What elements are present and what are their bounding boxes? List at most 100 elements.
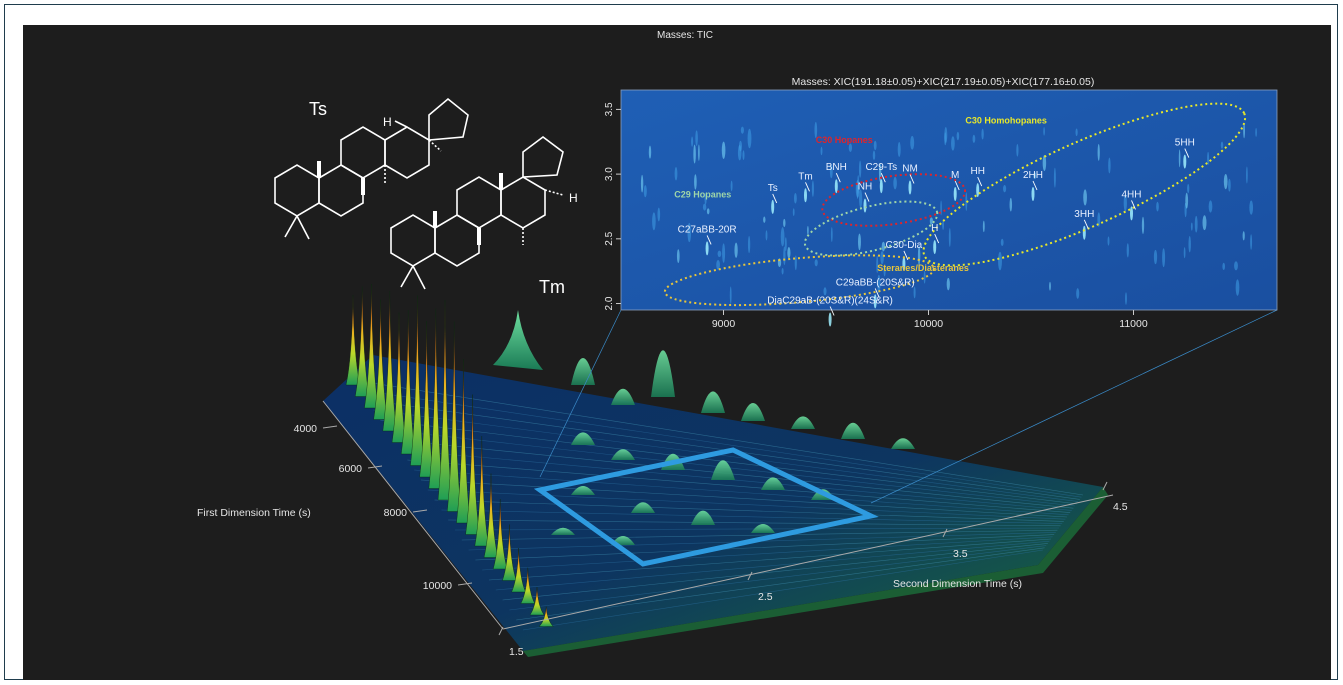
inset-peak-spot bbox=[1141, 216, 1145, 235]
inset-peak-spot bbox=[1053, 167, 1056, 188]
inset-peak-spot bbox=[1076, 288, 1080, 299]
inset-region-label: C29 Hopanes bbox=[674, 189, 731, 199]
inset-peak-arrow bbox=[805, 182, 810, 192]
inset-peak-spot bbox=[1246, 166, 1248, 184]
inset-peak-labels: Ts Tm BNH C29-Ts NM NH M HH 2HH 4HH 5HH 3HH H C30-Dia… bbox=[678, 138, 1195, 316]
x-axis-tick-label: 4.5 bbox=[1113, 501, 1128, 513]
inset-peak-spot bbox=[1042, 155, 1047, 171]
surface-ridge-line bbox=[495, 540, 1050, 591]
inset-peak-spot bbox=[765, 230, 768, 241]
inset-peak-spot bbox=[942, 220, 945, 231]
inset-peak-spot bbox=[717, 250, 722, 258]
x-axis-tick-label: 3.5 bbox=[953, 548, 968, 560]
inset-peak-spot bbox=[1207, 151, 1210, 166]
inset-peak-spot bbox=[784, 237, 787, 252]
inset-peak-label: BNH bbox=[826, 162, 847, 173]
surface-ridge-line bbox=[359, 389, 1082, 498]
tic-peak bbox=[437, 299, 453, 501]
inset-peak-spot bbox=[944, 127, 948, 143]
inset-peak-spot bbox=[695, 130, 698, 146]
inset-peak-arrow bbox=[903, 250, 909, 261]
inset-peak-spot bbox=[902, 256, 906, 271]
inset-peak-spot bbox=[1083, 189, 1087, 206]
inset-peak-spot bbox=[933, 240, 937, 255]
inset-peak-spot bbox=[1188, 236, 1191, 253]
inset-peak-arrow bbox=[829, 306, 835, 316]
inset-peak-spot bbox=[1075, 128, 1078, 137]
tic-peak bbox=[502, 524, 517, 581]
y-axis-tick-mark bbox=[412, 509, 428, 513]
surface-ridge-line bbox=[420, 479, 1068, 518]
inset-peak-spot bbox=[747, 236, 751, 254]
surface-peak bbox=[571, 486, 595, 495]
inset-peak-label: C27aBB-20R bbox=[678, 224, 737, 235]
inset-peak-spot bbox=[1249, 200, 1254, 215]
inset-peak-spot bbox=[1194, 215, 1198, 233]
inset-peak-spot bbox=[814, 259, 818, 267]
inset-peak-spot bbox=[693, 144, 696, 164]
inset-peak-spot bbox=[863, 198, 867, 213]
inset-peak-arrow bbox=[706, 235, 712, 245]
inset-peak-spot bbox=[951, 136, 955, 151]
inset-peak-spot bbox=[763, 216, 766, 223]
surface-ridge-line bbox=[482, 536, 1053, 571]
surface-ridge-line bbox=[407, 459, 1071, 513]
tic-peak bbox=[391, 312, 407, 443]
surface-peak bbox=[751, 524, 775, 533]
inset-peak-spot bbox=[1097, 144, 1100, 161]
inset-peak-arrow bbox=[864, 192, 870, 202]
highlight-region-box bbox=[533, 447, 879, 567]
tic-peak bbox=[474, 435, 490, 547]
inset-peak-spot bbox=[1220, 141, 1224, 149]
x-axis-tick-mark bbox=[747, 571, 753, 581]
inset-peak-arrow bbox=[772, 193, 778, 204]
surface-peak bbox=[711, 460, 735, 480]
surface-ridge-line bbox=[414, 469, 1069, 516]
inset-frame bbox=[620, 89, 1278, 311]
tic-peak bbox=[410, 295, 425, 466]
inset-peak-spot bbox=[1222, 262, 1225, 271]
inset-peak-label: HH bbox=[970, 166, 984, 177]
inset-peak-spot bbox=[1234, 261, 1238, 271]
surface-ridge-line bbox=[434, 499, 1064, 522]
surface-ridge-line bbox=[522, 549, 1044, 631]
inset-peak-spot bbox=[771, 199, 775, 214]
inset-peak-spot bbox=[1183, 154, 1187, 169]
inset-peak-spot bbox=[787, 247, 791, 259]
ts-h-label: H bbox=[383, 115, 392, 129]
surface-peak bbox=[891, 438, 915, 449]
inset-y-ticks: 2.0 2.5 3.0 3.5 bbox=[604, 102, 621, 310]
inset-peak-spot bbox=[877, 274, 881, 294]
surface-ridge-line bbox=[393, 439, 1074, 509]
surface-ridge-line bbox=[400, 449, 1072, 511]
inset-peak-spot bbox=[657, 207, 661, 222]
x-axis-tick-mark bbox=[1102, 481, 1108, 491]
inset-peak-spot bbox=[1156, 201, 1159, 212]
inset-peak-spot bbox=[823, 287, 827, 296]
inset-peak-spot bbox=[721, 141, 726, 159]
inset-peak-label: 2HH bbox=[1023, 170, 1043, 181]
inset-peak-spot bbox=[1003, 185, 1007, 193]
tic-peak bbox=[483, 473, 499, 558]
inset-region-label: Steranes/Diasteranes bbox=[877, 263, 969, 273]
inset-peak-spot bbox=[706, 208, 710, 215]
inset-peak-spot bbox=[783, 218, 786, 228]
inset-peak-arrow bbox=[835, 173, 841, 183]
tm-label: Tm bbox=[539, 277, 565, 297]
surface-ridge-line bbox=[380, 419, 1077, 505]
y-axis-tick-mark bbox=[457, 582, 473, 586]
y-axis-tick-label: 8000 bbox=[384, 507, 408, 519]
inset-y-tick-label: 2.5 bbox=[604, 231, 615, 245]
inset-peak-spot bbox=[1183, 247, 1186, 259]
y-axis-tick-label: 4000 bbox=[294, 423, 318, 435]
inset-peak-spot bbox=[1185, 192, 1189, 209]
inset-peak-spot bbox=[820, 146, 823, 156]
surface-peak bbox=[841, 422, 865, 439]
inset-peak-spot bbox=[1107, 236, 1110, 246]
inset-peak-arrow bbox=[880, 173, 886, 183]
surface-ridge-line bbox=[441, 509, 1063, 524]
tm-h-label: H bbox=[569, 191, 578, 205]
surface-large-peaks bbox=[345, 283, 554, 627]
surface-peak bbox=[611, 388, 635, 405]
inset-x-tick-label: 11000 bbox=[1119, 318, 1148, 330]
